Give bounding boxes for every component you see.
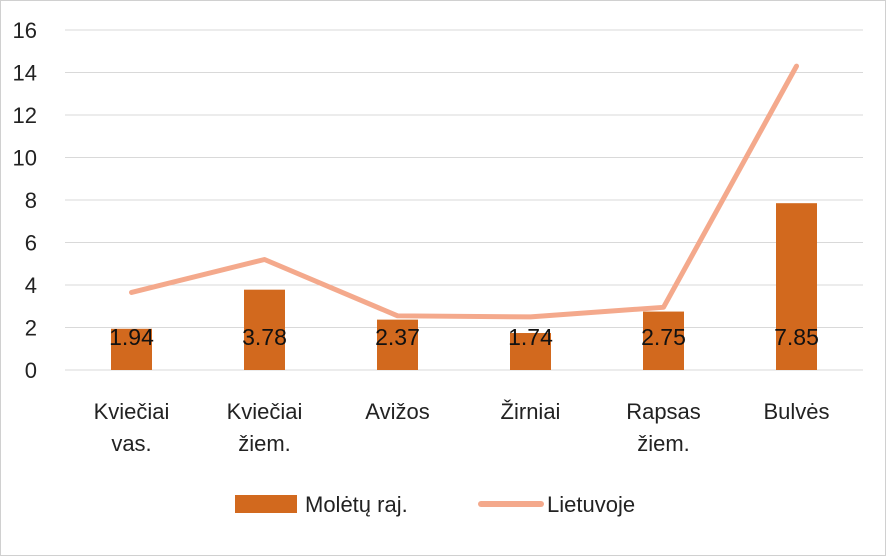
- line-point: [796, 65, 797, 67]
- legend-label-line: Lietuvoje: [547, 492, 635, 517]
- bar: [244, 289, 285, 370]
- y-tick-label: 6: [25, 231, 37, 256]
- gridlines: [65, 29, 863, 371]
- x-axis-categories: Kviečiai vas. Kviečiai žiem. Avižos Žirniai Ra…: [94, 399, 830, 456]
- bar: [776, 203, 817, 370]
- legend: Molėtų raj. Lietuvoje: [235, 492, 635, 517]
- y-tick-label: 16: [13, 18, 37, 43]
- bar: [377, 319, 418, 370]
- y-tick-label: 12: [13, 103, 37, 128]
- data-labels: 1.94 3.78 2.37 1.74 2.75 7.85: [109, 324, 819, 350]
- bar: [111, 328, 152, 370]
- legend-swatch-bar: [235, 495, 297, 513]
- line-point: [264, 259, 265, 260]
- legend-label-bar: Molėtų raj.: [305, 492, 408, 517]
- x-category-label: Kviečiai: [94, 399, 170, 424]
- series-line: [129, 63, 799, 320]
- y-tick-label: 2: [25, 316, 37, 341]
- line-point: [663, 306, 664, 308]
- bar: [510, 333, 551, 370]
- y-tick-label: 8: [25, 188, 37, 213]
- bar-data-label: 2.37: [375, 324, 420, 350]
- bar-data-label: 7.85: [774, 324, 819, 350]
- x-category-label: vas.: [111, 431, 151, 456]
- x-category-label: žiem.: [637, 431, 690, 456]
- bar-series: [111, 203, 817, 370]
- x-category-label: žiem.: [238, 431, 291, 456]
- y-axis-ticks: 0 2 4 6 8 10 12 14 16: [13, 18, 37, 383]
- y-tick-label: 10: [13, 146, 37, 171]
- bar: [643, 311, 684, 370]
- x-category-label: Bulvės: [763, 399, 829, 424]
- line-point: [397, 315, 398, 317]
- y-tick-label: 4: [25, 273, 37, 298]
- x-category-label: Avižos: [365, 399, 429, 424]
- bar-data-label: 3.78: [242, 324, 287, 350]
- bar-data-label: 1.74: [508, 324, 553, 350]
- line-series: [129, 63, 799, 320]
- bar-data-label: 2.75: [641, 324, 686, 350]
- bar-data-label: 1.94: [109, 324, 154, 350]
- line-point: [131, 291, 132, 293]
- y-tick-label: 14: [13, 61, 37, 86]
- x-category-label: Kviečiai: [227, 399, 303, 424]
- y-tick-label: 0: [25, 358, 37, 383]
- line-point: [530, 316, 531, 318]
- x-category-label: Žirniai: [501, 399, 561, 424]
- x-category-label: Rapsas: [626, 399, 701, 424]
